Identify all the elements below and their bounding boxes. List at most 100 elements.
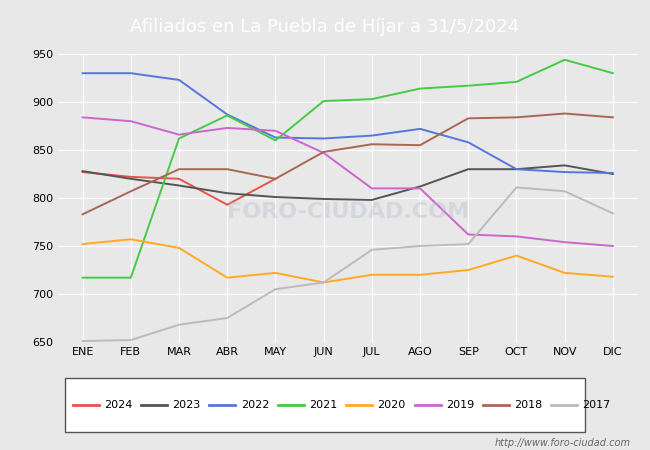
2023 bbox=[561, 162, 569, 168]
2021 bbox=[272, 138, 280, 143]
2018 bbox=[416, 143, 424, 148]
2017 bbox=[416, 243, 424, 249]
2018 bbox=[609, 115, 617, 120]
Line: 2024: 2024 bbox=[83, 172, 276, 205]
2024 bbox=[79, 169, 86, 175]
2021 bbox=[224, 113, 231, 118]
Line: 2022: 2022 bbox=[83, 73, 613, 173]
Text: 2019: 2019 bbox=[446, 400, 474, 410]
2024 bbox=[272, 176, 280, 181]
2017 bbox=[272, 287, 280, 292]
2021 bbox=[175, 136, 183, 141]
2019 bbox=[224, 125, 231, 130]
2020 bbox=[561, 270, 569, 275]
2017 bbox=[513, 185, 521, 190]
2017 bbox=[224, 315, 231, 321]
Text: 2022: 2022 bbox=[240, 400, 269, 410]
Line: 2018: 2018 bbox=[83, 113, 613, 214]
Line: 2020: 2020 bbox=[83, 239, 613, 283]
2019 bbox=[609, 243, 617, 249]
2022 bbox=[416, 126, 424, 131]
2020 bbox=[320, 280, 328, 285]
2019 bbox=[464, 232, 472, 237]
2018 bbox=[561, 111, 569, 116]
2024 bbox=[127, 174, 135, 180]
Line: 2017: 2017 bbox=[83, 188, 613, 341]
2019 bbox=[416, 186, 424, 191]
2020 bbox=[464, 267, 472, 273]
2020 bbox=[224, 275, 231, 280]
2018 bbox=[272, 176, 280, 181]
Text: Afiliados en La Puebla de Híjar a 31/5/2024: Afiliados en La Puebla de Híjar a 31/5/2… bbox=[131, 18, 519, 36]
Text: FORO-CIUDAD.COM: FORO-CIUDAD.COM bbox=[227, 202, 469, 222]
2018 bbox=[320, 149, 328, 155]
2020 bbox=[368, 272, 376, 278]
Text: http://www.foro-ciudad.com: http://www.foro-ciudad.com bbox=[495, 438, 630, 448]
2023 bbox=[224, 190, 231, 196]
Text: 2017: 2017 bbox=[582, 400, 610, 410]
Line: 2019: 2019 bbox=[83, 117, 613, 246]
2017 bbox=[609, 211, 617, 216]
2019 bbox=[175, 132, 183, 137]
Text: 2020: 2020 bbox=[378, 400, 406, 410]
2019 bbox=[368, 186, 376, 191]
2023 bbox=[609, 171, 617, 177]
2017 bbox=[368, 247, 376, 252]
2024 bbox=[224, 202, 231, 207]
2023 bbox=[368, 197, 376, 202]
2023 bbox=[272, 194, 280, 200]
2021 bbox=[561, 57, 569, 63]
2019 bbox=[320, 150, 328, 156]
2019 bbox=[79, 115, 86, 120]
2018 bbox=[464, 116, 472, 121]
2020 bbox=[127, 237, 135, 242]
2022 bbox=[224, 112, 231, 117]
2020 bbox=[416, 272, 424, 278]
2021 bbox=[609, 71, 617, 76]
2023 bbox=[127, 176, 135, 181]
2021 bbox=[320, 99, 328, 104]
2022 bbox=[175, 77, 183, 83]
2022 bbox=[561, 169, 569, 175]
2019 bbox=[127, 118, 135, 124]
2023 bbox=[320, 196, 328, 202]
Text: 2024: 2024 bbox=[104, 400, 133, 410]
2020 bbox=[513, 253, 521, 258]
2022 bbox=[368, 133, 376, 138]
2024 bbox=[175, 176, 183, 181]
Text: 2018: 2018 bbox=[514, 400, 542, 410]
2023 bbox=[464, 166, 472, 172]
2023 bbox=[79, 168, 86, 174]
2017 bbox=[320, 280, 328, 285]
2018 bbox=[513, 115, 521, 120]
2021 bbox=[416, 86, 424, 91]
Text: 2021: 2021 bbox=[309, 400, 337, 410]
2018 bbox=[368, 142, 376, 147]
Line: 2023: 2023 bbox=[83, 165, 613, 200]
2018 bbox=[224, 166, 231, 172]
2022 bbox=[79, 71, 86, 76]
2022 bbox=[609, 171, 617, 176]
2021 bbox=[79, 275, 86, 280]
2020 bbox=[79, 241, 86, 247]
FancyBboxPatch shape bbox=[65, 378, 585, 432]
2020 bbox=[175, 245, 183, 251]
2022 bbox=[272, 135, 280, 140]
2021 bbox=[513, 79, 521, 85]
2020 bbox=[272, 270, 280, 275]
2022 bbox=[127, 71, 135, 76]
2018 bbox=[79, 212, 86, 217]
2020 bbox=[609, 274, 617, 279]
Line: 2021: 2021 bbox=[83, 60, 613, 278]
2017 bbox=[464, 241, 472, 247]
2021 bbox=[127, 275, 135, 280]
2017 bbox=[175, 322, 183, 328]
2017 bbox=[79, 338, 86, 344]
2017 bbox=[561, 189, 569, 194]
2021 bbox=[464, 83, 472, 88]
2022 bbox=[513, 166, 521, 172]
2019 bbox=[272, 128, 280, 134]
2023 bbox=[513, 166, 521, 172]
Text: 2023: 2023 bbox=[172, 400, 201, 410]
2023 bbox=[175, 183, 183, 188]
